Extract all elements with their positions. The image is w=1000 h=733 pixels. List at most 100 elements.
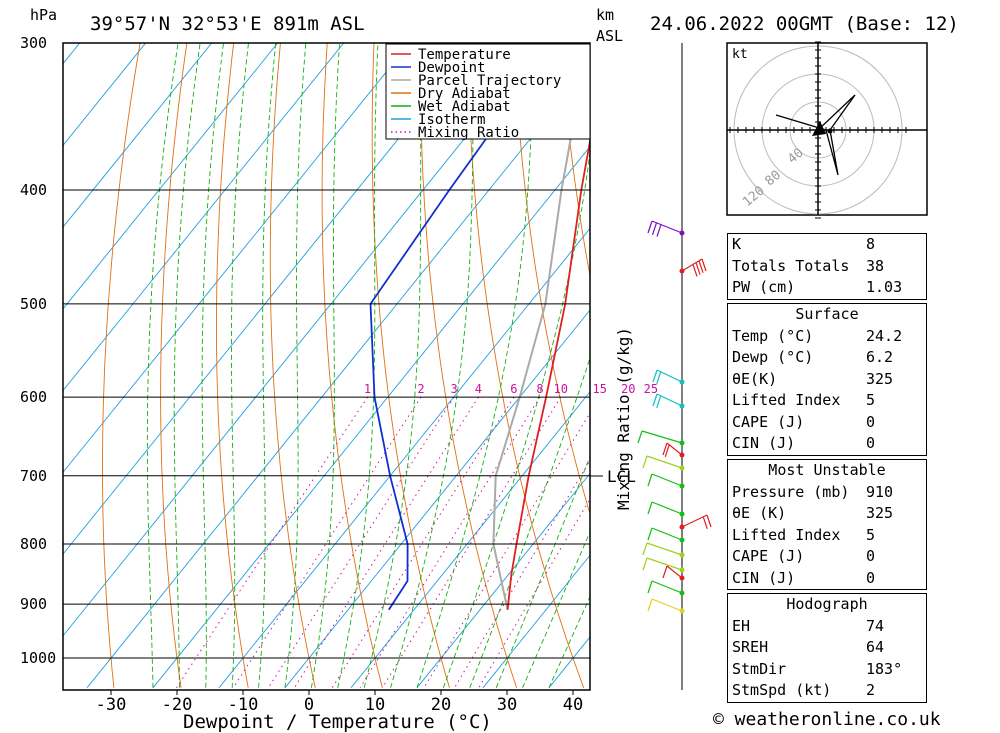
wind-barb-flag xyxy=(702,516,708,529)
row-label: StmSpd (kt) xyxy=(732,681,832,699)
mu-row: Lifted Index 5 xyxy=(728,525,926,547)
wind-barb-shaft xyxy=(651,527,683,541)
legend-label: Wet Adiabat xyxy=(418,99,511,115)
row-value: 910 xyxy=(866,482,894,501)
wind-barb-flag xyxy=(662,565,668,579)
row-label: CIN (J) xyxy=(732,568,796,587)
wet-adiabat-line xyxy=(363,43,423,688)
row-label: Dewp (°C) xyxy=(732,348,814,366)
isotherm-line xyxy=(416,472,590,689)
index-label: PW (cm) xyxy=(732,278,796,296)
most-unstable-table: Most Unstable Pressure (mb) 910 θE (K) 325… xyxy=(727,459,927,590)
hodograph-unit: kt xyxy=(732,47,748,62)
isotherm-line xyxy=(63,43,411,474)
wind-barb-shaft xyxy=(666,565,683,579)
index-label: Totals Totals xyxy=(732,256,850,275)
row-value: 5 xyxy=(866,525,876,544)
location-title: 39°57'N 32°53'E 891m ASL xyxy=(90,13,365,35)
index-value: 38 xyxy=(866,256,885,275)
wind-barb-flag xyxy=(642,455,648,469)
wind-barb-flag xyxy=(647,501,653,515)
surface-title: Surface xyxy=(795,305,859,323)
dry-adiabat-line xyxy=(216,43,249,688)
x-tick-label: 20 xyxy=(431,695,451,715)
dry-adiabat-line xyxy=(972,8,1000,688)
p-tick-label: 500 xyxy=(20,295,47,313)
wind-barb-shaft xyxy=(646,455,683,469)
wet-adiabat-line xyxy=(522,530,590,688)
index-value: 1.03 xyxy=(866,278,903,296)
wind-barb-flag xyxy=(701,258,707,272)
wind-barb-flag xyxy=(692,264,698,277)
wind-barb-flag xyxy=(656,371,662,384)
wet-adiabat-line xyxy=(258,43,277,688)
row-label: θE (K) xyxy=(732,504,787,522)
wet-adiabat-line xyxy=(548,595,590,688)
mixing-ratio-axis-label: Mixing Ratio (g/kg) xyxy=(614,327,633,510)
dewpoint-line xyxy=(369,43,556,611)
dry-adiabat-line xyxy=(560,43,590,279)
wind-barb-flag xyxy=(664,444,670,457)
wet-adiabat-line xyxy=(173,43,201,688)
row-label: CAPE (J) xyxy=(732,412,805,431)
copyright-footer[interactable]: © weatheronline.co.uk xyxy=(713,709,941,730)
row-value: 5 xyxy=(866,391,876,409)
wet-adiabat-line xyxy=(390,43,475,688)
row-label: CIN (J) xyxy=(732,434,796,452)
isotherm-line xyxy=(482,554,590,689)
x-tick-label: 30 xyxy=(497,695,517,715)
wind-barb-flag xyxy=(695,262,701,275)
hodograph: kt 40 80 120 xyxy=(726,41,928,219)
mixing-ratio-label: 2 xyxy=(417,382,424,396)
row-label: θE(K) xyxy=(732,369,778,388)
wind-barb-flag xyxy=(642,542,648,556)
surface-row: θE(K) 325 xyxy=(728,369,926,391)
index-value: 8 xyxy=(866,235,876,253)
wind-barb-shaft xyxy=(641,430,683,444)
wind-barb-flag xyxy=(662,442,668,456)
wind-barb-flag xyxy=(651,222,658,235)
mixing-ratio-label: 25 xyxy=(644,382,658,396)
row-label: Temp (°C) xyxy=(732,326,814,345)
dry-adiabat-line xyxy=(371,43,450,688)
p-tick-label: 600 xyxy=(20,388,47,406)
mixing-ratio-line xyxy=(176,396,369,689)
surface-row: Lifted Index 5 xyxy=(728,390,926,412)
wet-adiabat-line xyxy=(310,43,341,688)
surface-row: CAPE (J) 0 xyxy=(728,412,926,434)
p-tick-label: 800 xyxy=(20,535,47,553)
mixing-ratio-line xyxy=(478,498,590,689)
wet-adiabat-line xyxy=(469,356,590,688)
legend-label: Dewpoint xyxy=(418,60,485,76)
row-value: 183° xyxy=(866,659,903,678)
row-value: 325 xyxy=(866,504,894,522)
row-label: SREH xyxy=(732,638,769,656)
wind-barb-flag xyxy=(647,580,653,594)
p-tick-label: 700 xyxy=(20,467,47,485)
isotherm-line xyxy=(152,145,590,689)
mixing-ratio-line xyxy=(268,396,455,689)
mixing-ratio-label: 8 xyxy=(536,382,543,396)
dry-adiabat-line xyxy=(160,43,188,688)
wind-barb-shaft xyxy=(651,473,683,487)
lcl-label: LCL xyxy=(607,467,636,486)
dry-adiabat-line xyxy=(420,43,518,688)
row-label: Pressure (mb) xyxy=(732,482,850,501)
row-value: 64 xyxy=(866,638,885,656)
isotherm-line xyxy=(63,43,345,392)
row-label: Lifted Index xyxy=(732,391,841,409)
row-value: 24.2 xyxy=(866,326,903,345)
x-axis-label: Dewpoint / Temperature (°C) xyxy=(183,711,492,733)
datetime-title: 24.06.2022 00GMT (Base: 12) xyxy=(650,13,959,35)
isotherm-line xyxy=(284,309,590,689)
surface-table: Surface Temp (°C) 24.2 Dewp (°C) 6.2 θE(K)… xyxy=(727,303,927,456)
wind-barb-shaft xyxy=(646,542,683,556)
mixing-ratio-label: 1 xyxy=(364,382,371,396)
km-label: km xyxy=(596,6,614,24)
mixing-ratio-label: 15 xyxy=(592,382,606,396)
hodo-row: EH 74 xyxy=(728,616,926,638)
row-label: EH xyxy=(732,616,751,635)
